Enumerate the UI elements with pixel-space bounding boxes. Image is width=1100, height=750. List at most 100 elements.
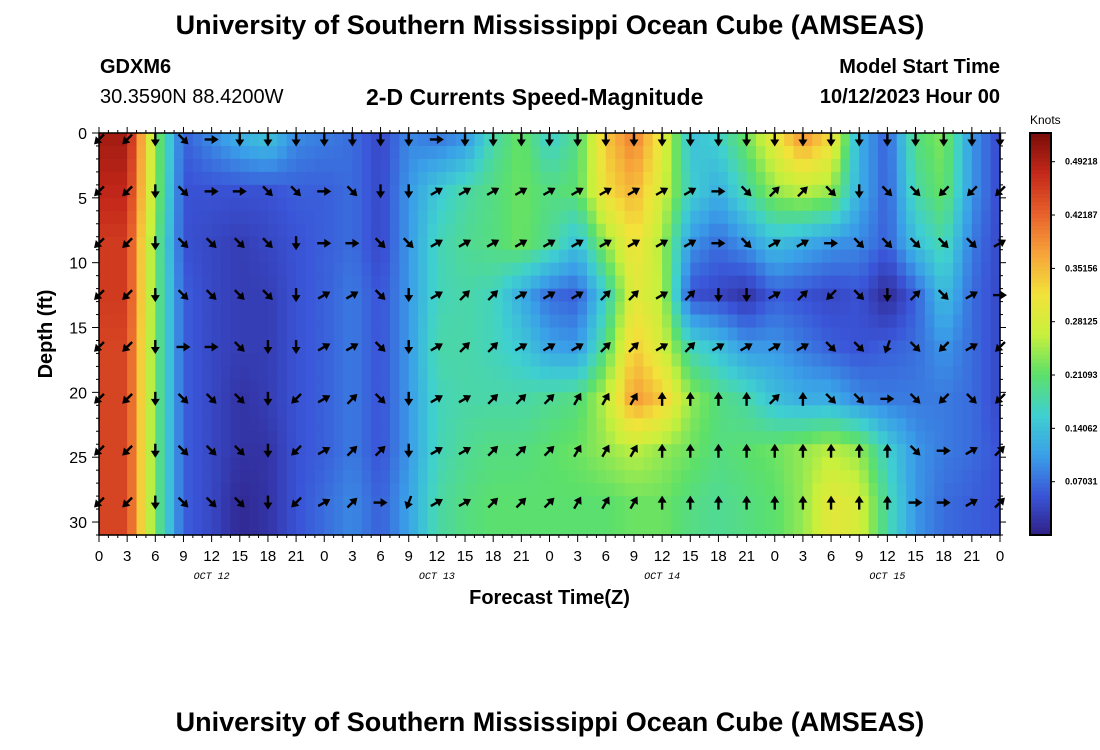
heatmap-cell (662, 288, 673, 303)
heatmap-cell (831, 496, 842, 510)
heatmap-cell (943, 301, 954, 316)
heatmap-cell (267, 327, 278, 342)
heatmap-cell (333, 236, 344, 251)
heatmap-cell (352, 197, 363, 212)
colorbar-segment (1030, 261, 1051, 267)
x-tick-label: 9 (179, 548, 187, 565)
heatmap-cell (784, 171, 795, 186)
heatmap-cell (953, 522, 964, 536)
heatmap-cell (624, 392, 635, 406)
colorbar-segment (1030, 297, 1051, 303)
y-axis-label: Depth (ft) (35, 290, 57, 379)
heatmap-cell (755, 210, 766, 225)
current-arrow (573, 132, 583, 147)
heatmap-cell (924, 171, 935, 186)
heatmap-cell (446, 171, 457, 186)
heatmap-cell (671, 262, 682, 277)
heatmap-cell (953, 457, 964, 471)
heatmap-cell (436, 171, 447, 186)
heatmap-cell (784, 288, 795, 303)
heatmap-cell (521, 353, 532, 368)
colorbar-segment (1030, 510, 1051, 516)
heatmap-cell (605, 275, 616, 290)
heatmap-cell (784, 249, 795, 264)
heatmap-cell (577, 184, 588, 199)
current-arrow (177, 133, 189, 145)
heatmap-cell (802, 353, 813, 368)
heatmap-cell (943, 275, 954, 290)
heatmap-cell (765, 223, 776, 238)
heatmap-cell (164, 392, 175, 406)
heatmap-cell (746, 184, 757, 199)
heatmap-cell (333, 379, 344, 393)
heatmap-cell (427, 314, 438, 329)
heatmap-cell (840, 184, 851, 199)
colorbar-segment (1030, 354, 1051, 359)
current-arrow (798, 495, 808, 510)
heatmap-cell (690, 431, 701, 445)
heatmap-cell (915, 379, 926, 393)
current-arrow (936, 498, 951, 508)
heatmap-cell (99, 145, 109, 160)
current-arrow (458, 446, 472, 456)
heatmap-cell (296, 249, 307, 264)
heatmap-cell (896, 301, 907, 316)
heatmap-cell (258, 522, 269, 536)
heatmap-cell (849, 366, 860, 380)
heatmap-cell (239, 133, 250, 147)
heatmap-cell (990, 444, 1001, 458)
heatmap-cell (164, 496, 175, 510)
current-arrow (487, 290, 499, 301)
heatmap-cell (211, 457, 222, 471)
heatmap-cell (652, 353, 663, 368)
heatmap-cell (333, 366, 344, 380)
heatmap-cell (840, 145, 851, 160)
colorbar-segment (1030, 217, 1051, 223)
heatmap-cell (474, 301, 485, 316)
heatmap-cell (859, 496, 870, 510)
heatmap-cell (389, 223, 400, 238)
heatmap-cell (643, 457, 654, 471)
heatmap-cell (380, 184, 391, 199)
heatmap-cell (671, 314, 682, 329)
current-arrow (404, 391, 414, 406)
heatmap-cell (465, 392, 476, 406)
heatmap-cell (737, 197, 748, 212)
heatmap-cell (108, 366, 119, 380)
day-label: OCT 15 (869, 572, 905, 583)
heatmap-cell (709, 223, 720, 238)
heatmap-cell (990, 275, 1001, 290)
heatmap-cell (117, 327, 128, 342)
heatmap-cell (108, 405, 119, 419)
heatmap-cell (380, 288, 391, 303)
heatmap-cell (699, 366, 710, 380)
heatmap-cell (924, 184, 935, 199)
heatmap-cell (793, 301, 804, 316)
heatmap-cell (690, 288, 701, 303)
heatmap-cell (371, 210, 382, 225)
heatmap-cell (145, 171, 156, 186)
heatmap-cell (502, 405, 513, 419)
heatmap-cell (117, 353, 128, 368)
heatmap-cell (962, 314, 973, 329)
heatmap-cell (483, 444, 494, 458)
heatmap-cell (333, 509, 344, 523)
heatmap-cell (877, 379, 888, 393)
heatmap-cell (896, 444, 907, 458)
heatmap-cell (558, 158, 569, 173)
heatmap-cell (174, 379, 185, 393)
heatmap-cell (953, 314, 964, 329)
heatmap-cell (577, 444, 588, 458)
current-arrow (657, 132, 667, 147)
heatmap-cell (587, 275, 598, 290)
heatmap-cell (746, 210, 757, 225)
heatmap-cell (662, 405, 673, 419)
heatmap-cell (709, 301, 720, 316)
heatmap-cell (859, 223, 870, 238)
colorbar-segment (1030, 430, 1051, 436)
heatmap-cell (108, 275, 119, 290)
heatmap-cell (286, 353, 297, 368)
heatmap-cell (718, 483, 729, 497)
heatmap-cell (174, 405, 185, 419)
heatmap-cell (652, 392, 663, 406)
